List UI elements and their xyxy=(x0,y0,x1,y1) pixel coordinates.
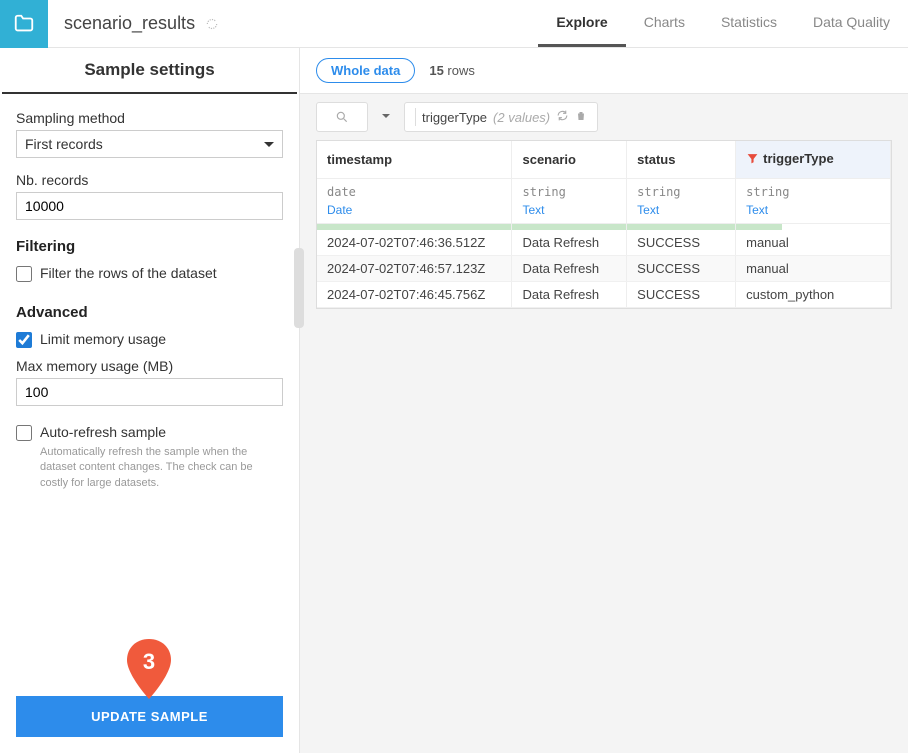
table-cell: manual xyxy=(736,255,891,281)
auto-refresh-help: Automatically refresh the sample when th… xyxy=(40,445,283,491)
filter-column-name: triggerType xyxy=(422,110,487,125)
table-cell: Data Refresh xyxy=(512,281,627,307)
sampling-method-select[interactable]: First records xyxy=(16,130,283,158)
refresh-icon[interactable] xyxy=(556,109,569,125)
tabs: ExploreChartsStatisticsData Quality xyxy=(538,0,908,47)
column-type-link[interactable]: Text xyxy=(637,203,659,217)
row-count-suffix: rows xyxy=(444,63,475,78)
table-cell: SUCCESS xyxy=(627,281,736,307)
table-row[interactable]: 2024-07-02T07:46:57.123ZData RefreshSUCC… xyxy=(317,255,891,281)
max-memory-input[interactable] xyxy=(16,378,283,406)
search-button[interactable] xyxy=(316,102,368,132)
row-count-number: 15 xyxy=(429,63,443,78)
column-storage: string xyxy=(736,178,891,201)
column-type-link[interactable]: Text xyxy=(522,203,544,217)
auto-refresh-checkbox[interactable] xyxy=(16,425,32,441)
tab-data-quality[interactable]: Data Quality xyxy=(795,0,908,47)
column-storage: string xyxy=(512,178,627,201)
auto-refresh-label[interactable]: Auto-refresh sample xyxy=(40,424,166,440)
nb-records-label: Nb. records xyxy=(16,172,283,188)
filter-rows-row: Filter the rows of the dataset xyxy=(16,265,283,282)
content: Whole data 15 rows triggerType (2 values… xyxy=(300,48,908,753)
limit-memory-row: Limit memory usage xyxy=(16,331,283,348)
sidebar-resize-handle[interactable] xyxy=(294,248,304,328)
table-type-row: Date Text Text Text xyxy=(317,201,891,224)
sidebar-title: Sample settings xyxy=(2,48,297,94)
table-cell: 2024-07-02T07:46:36.512Z xyxy=(317,230,512,256)
table-storage-row: datestringstringstring xyxy=(317,178,891,201)
column-storage: date xyxy=(317,178,512,201)
data-table: timestampscenariostatustriggerType dates… xyxy=(316,140,892,309)
nb-records-input[interactable] xyxy=(16,192,283,220)
auto-refresh-row: Auto-refresh sample xyxy=(16,424,283,441)
table-cell: 2024-07-02T07:46:45.756Z xyxy=(317,281,512,307)
max-memory-label: Max memory usage (MB) xyxy=(16,358,283,374)
table-cell: Data Refresh xyxy=(512,230,627,256)
filter-bar: triggerType (2 values) xyxy=(300,94,908,140)
topbar: scenario_results ExploreChartsStatistics… xyxy=(0,0,908,48)
column-header-triggerType[interactable]: triggerType xyxy=(736,141,891,178)
tab-explore[interactable]: Explore xyxy=(538,0,625,47)
table-row[interactable]: 2024-07-02T07:46:45.756ZData RefreshSUCC… xyxy=(317,281,891,307)
table-cell: manual xyxy=(736,230,891,256)
column-storage: string xyxy=(627,178,736,201)
filter-menu-chevron-icon[interactable] xyxy=(378,108,394,127)
whole-data-pill[interactable]: Whole data xyxy=(316,58,415,83)
sidebar: Sample settings Sampling method First re… xyxy=(0,48,300,753)
table-cell: SUCCESS xyxy=(627,255,736,281)
chevron-down-icon xyxy=(264,142,274,147)
limit-memory-label[interactable]: Limit memory usage xyxy=(40,331,166,347)
filter-chip[interactable]: triggerType (2 values) xyxy=(404,102,598,132)
table-header-row: timestampscenariostatustriggerType xyxy=(317,141,891,178)
column-header-status[interactable]: status xyxy=(627,141,736,178)
folder-icon[interactable] xyxy=(0,0,48,48)
column-type-link[interactable]: Text xyxy=(746,203,768,217)
table-cell: SUCCESS xyxy=(627,230,736,256)
column-header-scenario[interactable]: scenario xyxy=(512,141,627,178)
sampling-method-label: Sampling method xyxy=(16,110,283,126)
main: Sample settings Sampling method First re… xyxy=(0,48,908,753)
table-cell: custom_python xyxy=(736,281,891,307)
sidebar-body: Sampling method First records Nb. record… xyxy=(0,94,299,680)
page-title: scenario_results xyxy=(64,13,195,34)
tab-statistics[interactable]: Statistics xyxy=(703,0,795,47)
table-cell: 2024-07-02T07:46:57.123Z xyxy=(317,255,512,281)
column-type-link[interactable]: Date xyxy=(327,203,352,217)
table-row[interactable]: 2024-07-02T07:46:36.512ZData RefreshSUCC… xyxy=(317,230,891,256)
advanced-heading: Advanced xyxy=(16,304,283,321)
table-cell: Data Refresh xyxy=(512,255,627,281)
filtering-heading: Filtering xyxy=(16,238,283,255)
tab-charts[interactable]: Charts xyxy=(626,0,703,47)
funnel-icon xyxy=(746,152,759,168)
column-header-timestamp[interactable]: timestamp xyxy=(317,141,512,178)
limit-memory-checkbox[interactable] xyxy=(16,332,32,348)
sampling-method-value: First records xyxy=(25,136,103,152)
trash-icon[interactable] xyxy=(575,110,587,125)
update-sample-button[interactable]: UPDATE SAMPLE xyxy=(16,696,283,737)
row-count: 15 rows xyxy=(429,63,475,78)
filter-rows-label[interactable]: Filter the rows of the dataset xyxy=(40,265,217,281)
filter-rows-checkbox[interactable] xyxy=(16,266,32,282)
content-header: Whole data 15 rows xyxy=(300,48,908,94)
filter-value-count: (2 values) xyxy=(493,110,550,125)
refresh-hint-icon[interactable] xyxy=(205,17,219,31)
chip-separator xyxy=(415,108,416,126)
